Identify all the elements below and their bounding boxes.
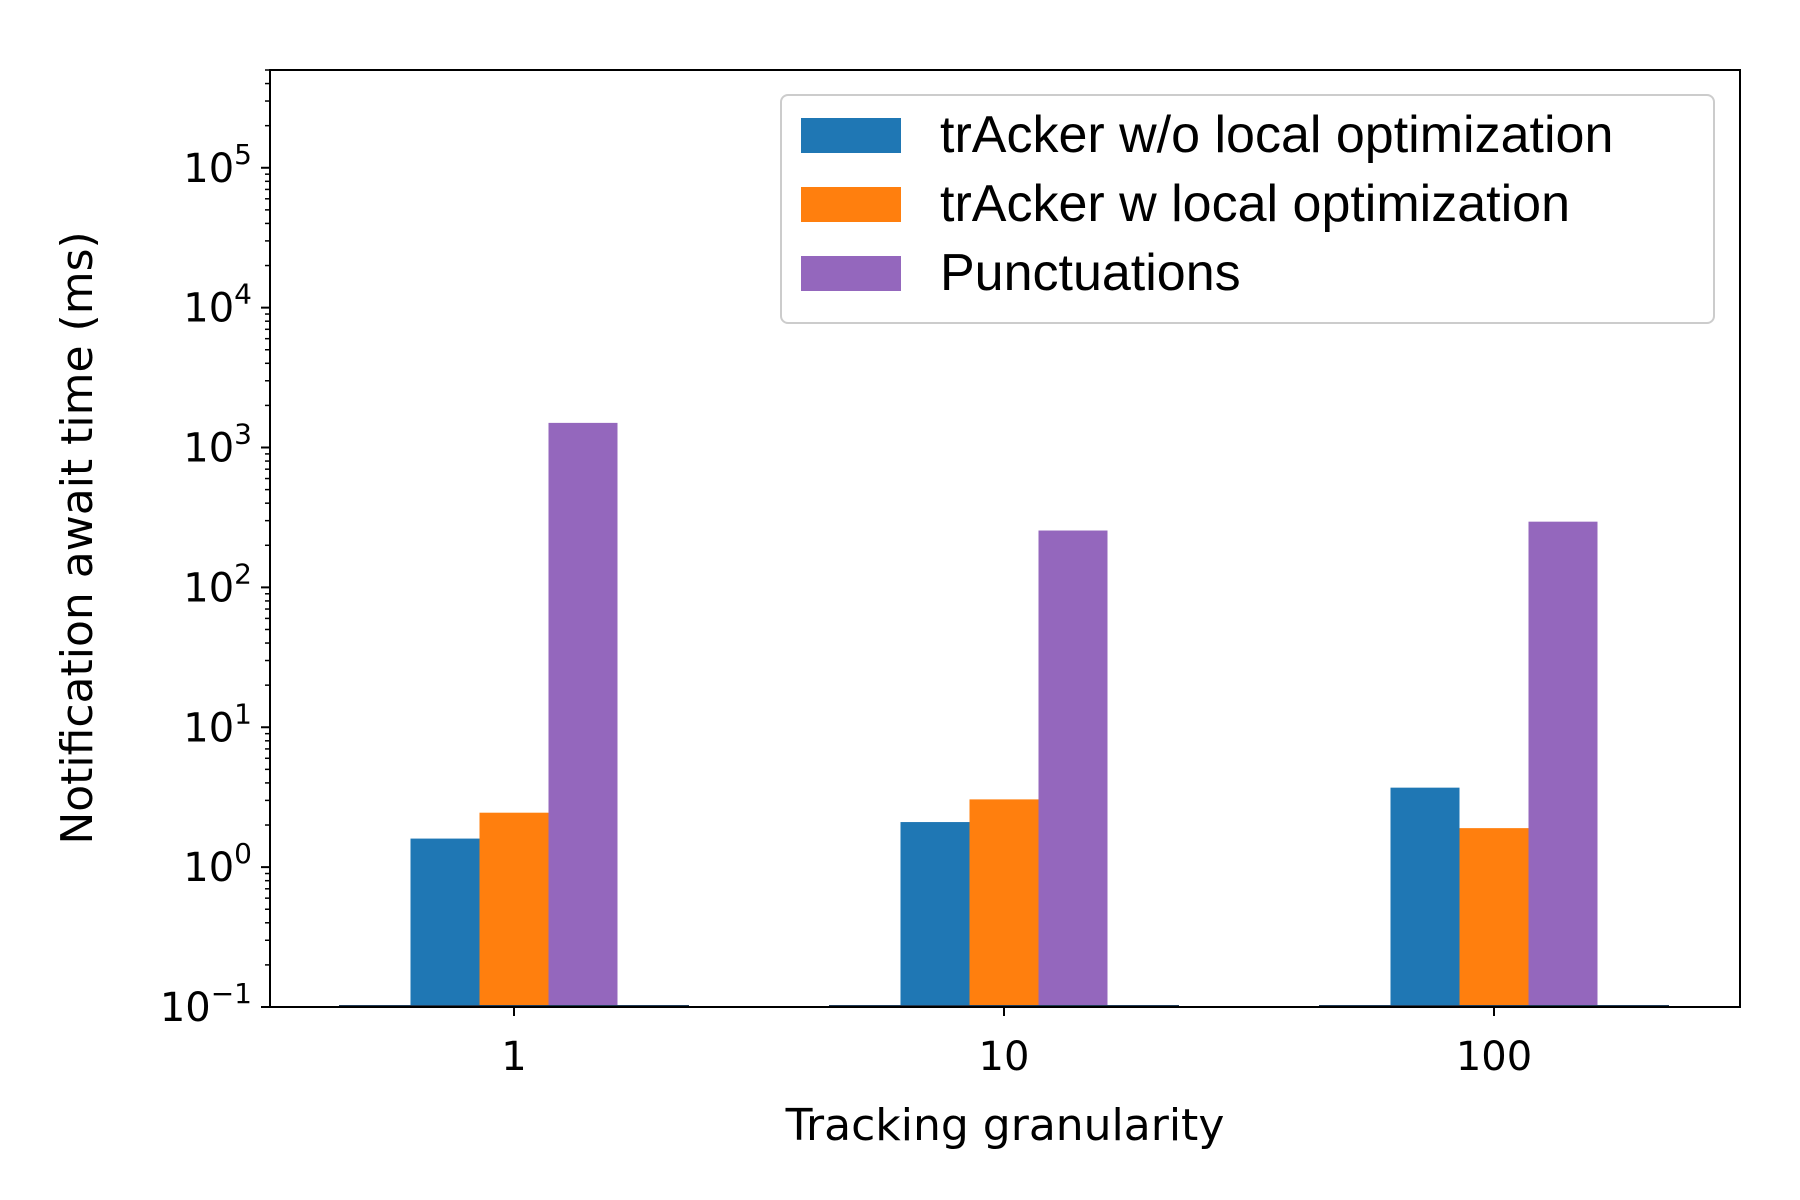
bar-punctuations-1	[548, 422, 618, 1007]
y-tick-label: 103	[183, 418, 252, 472]
x-tick-label: 10	[979, 1034, 1030, 1080]
y-tick-label: 10−1	[160, 977, 252, 1031]
legend-label: trAcker w/o local optimization	[940, 106, 1613, 164]
bar-tracker-w-o-local-optimization-10	[900, 822, 970, 1007]
x-axis-label: Tracking granularity	[785, 1100, 1225, 1151]
legend-frame	[780, 94, 1715, 324]
legend: trAcker w/o local optimization trAcker w …	[780, 94, 1715, 324]
y-tick-label: 104	[183, 278, 252, 332]
bar-punctuations-100	[1528, 521, 1598, 1007]
x-tick-label: 100	[1456, 1034, 1532, 1080]
legend-swatch	[801, 118, 901, 153]
y-axis: 10−1 100 101 102 103 104 105	[160, 69, 270, 1031]
bar-tracker-w-local-optimization-100	[1459, 828, 1529, 1007]
bar-punctuations-10	[1038, 530, 1108, 1007]
legend-label: trAcker w local optimization	[940, 175, 1570, 233]
bar-tracker-w-o-local-optimization-100	[1390, 787, 1460, 1007]
y-axis-label: Notification await time (ms)	[52, 231, 103, 844]
y-tick-label: 100	[183, 837, 252, 891]
y-tick-label: 101	[183, 697, 252, 751]
legend-swatch	[801, 187, 901, 222]
legend-label: Punctuations	[940, 244, 1241, 302]
bars-group	[410, 422, 1598, 1007]
legend-swatch	[801, 256, 901, 291]
bar-tracker-w-local-optimization-1	[479, 812, 549, 1007]
y-tick-label: 102	[183, 557, 252, 611]
bar-tracker-w-local-optimization-10	[969, 799, 1039, 1007]
bar-tracker-w-o-local-optimization-1	[410, 838, 480, 1007]
x-axis: 1 10 100	[501, 1007, 1532, 1080]
y-tick-label: 105	[183, 138, 252, 192]
x-tick-label: 1	[501, 1034, 526, 1080]
